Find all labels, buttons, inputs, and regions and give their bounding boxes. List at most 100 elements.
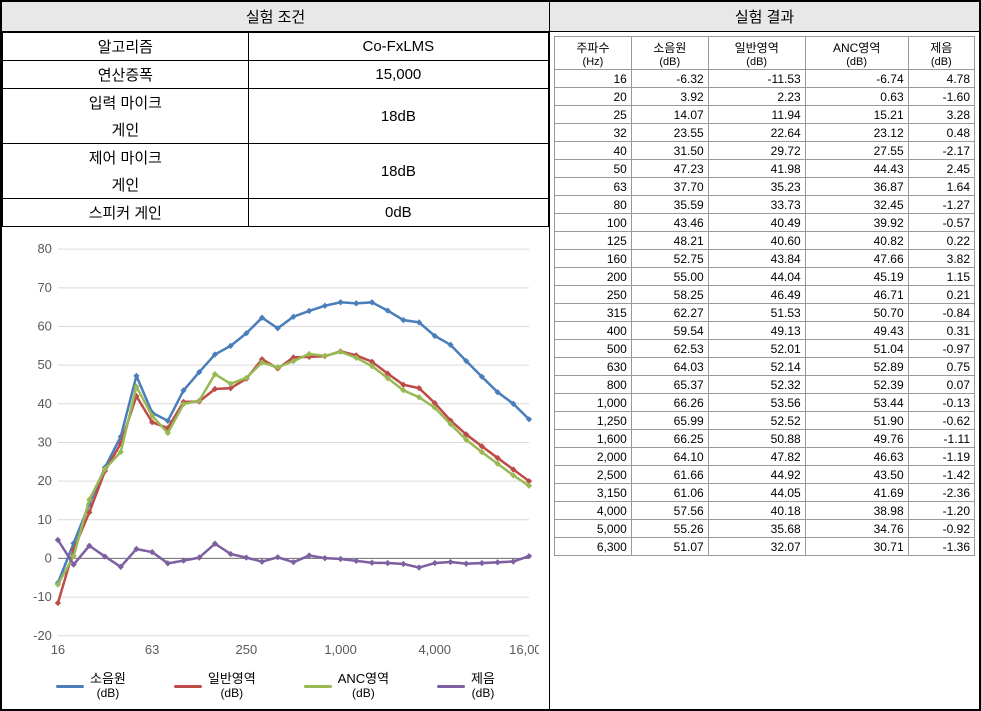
svg-text:0: 0 (45, 550, 52, 565)
table-row: 16052.7543.8447.663.82 (555, 250, 975, 268)
svg-text:63: 63 (145, 642, 159, 657)
table-row: 50062.5352.0151.04-0.97 (555, 340, 975, 358)
table-cell: 52.39 (805, 376, 908, 394)
conditions-pane: 실험 조건 알고리즘Co-FxLMS연산증폭15,000입력 마이크18dB게인… (2, 2, 550, 709)
table-cell: 50.88 (708, 430, 805, 448)
results-header: 실험 결과 (550, 2, 979, 32)
table-cell: 52.75 (631, 250, 708, 268)
legend-item: 제음(dB) (437, 672, 495, 701)
legend-swatch (304, 685, 332, 689)
conditions-header: 실험 조건 (2, 2, 549, 32)
table-row: 2,00064.1047.8246.63-1.19 (555, 448, 975, 466)
table-cell: 66.26 (631, 394, 708, 412)
table-cell: 250 (555, 286, 632, 304)
table-cell: -1.42 (908, 466, 974, 484)
table-cell: 44.43 (805, 160, 908, 178)
table-row: 1,60066.2550.8849.76-1.11 (555, 430, 975, 448)
svg-text:10: 10 (37, 512, 51, 527)
table-cell: 52.32 (708, 376, 805, 394)
table-cell: 51.53 (708, 304, 805, 322)
table-row: 203.922.230.63-1.60 (555, 88, 975, 106)
table-cell: 43.46 (631, 214, 708, 232)
table-cell: 52.01 (708, 340, 805, 358)
results-column-header: 제음 (908, 37, 974, 56)
table-cell: 64.10 (631, 448, 708, 466)
legend-item: 일반영역(dB) (174, 672, 256, 701)
table-cell: 11.94 (708, 106, 805, 124)
table-cell: 2,000 (555, 448, 632, 466)
table-row: 6,30051.0732.0730.71-1.36 (555, 538, 975, 556)
table-cell: 0.63 (805, 88, 908, 106)
table-cell: 52.89 (805, 358, 908, 376)
table-cell: 23.12 (805, 124, 908, 142)
table-row: 2,50061.6644.9243.50-1.42 (555, 466, 975, 484)
svg-text:16,000: 16,000 (509, 642, 539, 657)
table-cell: 0.75 (908, 358, 974, 376)
table-cell: 3.28 (908, 106, 974, 124)
svg-text:30: 30 (37, 434, 51, 449)
table-cell: 61.66 (631, 466, 708, 484)
table-cell: 31.50 (631, 142, 708, 160)
table-cell: -0.13 (908, 394, 974, 412)
condition-value: 18dB (248, 89, 548, 144)
results-column-unit: (dB) (805, 56, 908, 70)
table-cell: 20 (555, 88, 632, 106)
condition-label: 연산증폭 (3, 61, 249, 89)
results-table-wrap: 주파수소음원일반영역ANC영역제음(Hz)(dB)(dB)(dB)(dB) 16… (550, 32, 979, 709)
table-cell: 2,500 (555, 466, 632, 484)
legend-label: ANC영역(dB) (338, 672, 389, 701)
results-column-header: 일반영역 (708, 37, 805, 56)
table-cell: 14.07 (631, 106, 708, 124)
condition-value: 0dB (248, 199, 548, 227)
table-row: 12548.2140.6040.820.22 (555, 232, 975, 250)
table-cell: 46.63 (805, 448, 908, 466)
table-cell: 40.49 (708, 214, 805, 232)
table-cell: 3,150 (555, 484, 632, 502)
table-cell: 51.04 (805, 340, 908, 358)
table-cell: 34.76 (805, 520, 908, 538)
table-cell: 0.07 (908, 376, 974, 394)
table-cell: 59.54 (631, 322, 708, 340)
table-cell: -1.11 (908, 430, 974, 448)
table-cell: 63 (555, 178, 632, 196)
table-cell: 16 (555, 70, 632, 88)
table-row: 2514.0711.9415.213.28 (555, 106, 975, 124)
svg-text:40: 40 (37, 396, 51, 411)
table-row: 3,15061.0644.0541.69-2.36 (555, 484, 975, 502)
table-cell: 30.71 (805, 538, 908, 556)
condition-label: 입력 마이크 (3, 89, 249, 117)
table-cell: 35.59 (631, 196, 708, 214)
table-cell: 53.56 (708, 394, 805, 412)
table-cell: -0.92 (908, 520, 974, 538)
svg-text:70: 70 (37, 280, 51, 295)
table-cell: 62.27 (631, 304, 708, 322)
table-cell: 800 (555, 376, 632, 394)
table-cell: 4,000 (555, 502, 632, 520)
svg-text:1,000: 1,000 (324, 642, 356, 657)
results-pane: 실험 결과 주파수소음원일반영역ANC영역제음(Hz)(dB)(dB)(dB)(… (550, 2, 979, 709)
table-cell: 46.71 (805, 286, 908, 304)
table-cell: 51.07 (631, 538, 708, 556)
table-cell: -11.53 (708, 70, 805, 88)
table-cell: -1.36 (908, 538, 974, 556)
legend-label: 제음(dB) (471, 672, 495, 701)
table-cell: 32 (555, 124, 632, 142)
table-cell: 51.90 (805, 412, 908, 430)
table-cell: 37.70 (631, 178, 708, 196)
table-cell: 52.52 (708, 412, 805, 430)
table-row: 25058.2546.4946.710.21 (555, 286, 975, 304)
table-cell: 47.23 (631, 160, 708, 178)
table-cell: 52.14 (708, 358, 805, 376)
table-cell: 200 (555, 268, 632, 286)
svg-text:16: 16 (51, 642, 65, 657)
condition-value: 18dB (248, 144, 548, 199)
table-cell: 0.48 (908, 124, 974, 142)
condition-label: 스피커 게인 (3, 199, 249, 227)
table-cell: -1.20 (908, 502, 974, 520)
condition-label: 알고리즘 (3, 33, 249, 61)
table-cell: 65.99 (631, 412, 708, 430)
table-row: 63064.0352.1452.890.75 (555, 358, 975, 376)
results-column-header: ANC영역 (805, 37, 908, 56)
table-cell: 22.64 (708, 124, 805, 142)
document-root: 실험 조건 알고리즘Co-FxLMS연산증폭15,000입력 마이크18dB게인… (0, 0, 981, 711)
